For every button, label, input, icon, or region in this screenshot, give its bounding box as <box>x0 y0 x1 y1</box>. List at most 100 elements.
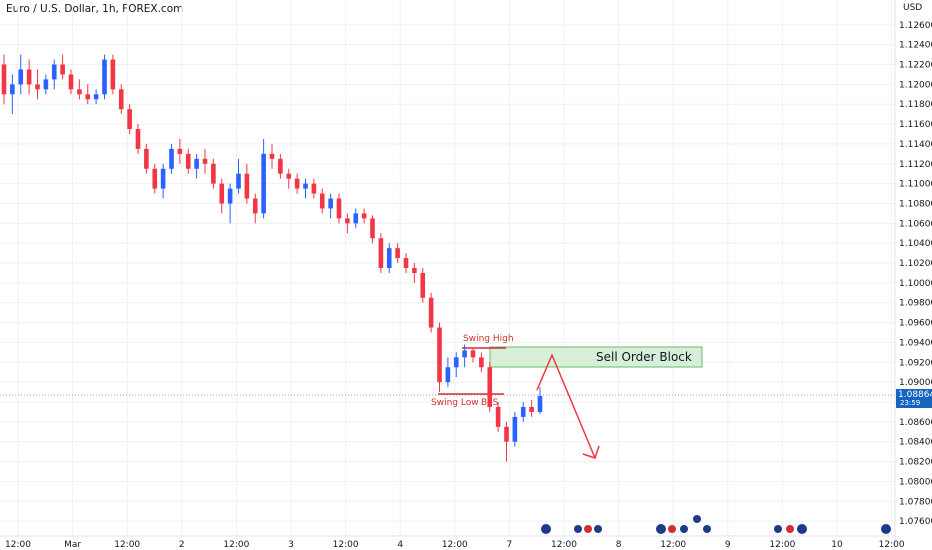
order-block-zone[interactable] <box>489 346 703 368</box>
candle[interactable] <box>445 357 451 388</box>
candle[interactable] <box>278 153 283 179</box>
candle[interactable] <box>127 104 132 134</box>
event-flag-icon[interactable] <box>541 524 551 534</box>
candle[interactable] <box>169 143 174 174</box>
candle-body <box>345 218 350 224</box>
candle[interactable] <box>470 347 476 363</box>
candle[interactable] <box>504 421 509 462</box>
event-flag-icon[interactable] <box>680 525 688 533</box>
candle[interactable] <box>428 292 434 333</box>
candle[interactable] <box>453 352 459 378</box>
candle[interactable] <box>353 208 359 229</box>
time-axis[interactable]: 12:00 Mar 12:00 2 12:00 3 12:00 4 12:00 7 12:00 8 12… <box>5 540 905 550</box>
candle[interactable] <box>152 163 158 194</box>
candle[interactable] <box>244 163 250 204</box>
candle-body <box>118 89 124 110</box>
candle[interactable] <box>85 84 91 105</box>
event-flag-icon[interactable] <box>786 525 794 533</box>
candle[interactable] <box>420 268 426 303</box>
candle[interactable] <box>370 215 375 244</box>
candle[interactable] <box>219 178 225 214</box>
candle[interactable] <box>26 59 32 95</box>
event-flag-icon[interactable] <box>693 515 701 523</box>
candle[interactable] <box>311 178 317 199</box>
candle[interactable] <box>403 253 409 273</box>
candle[interactable] <box>110 54 116 95</box>
candle[interactable] <box>294 173 300 194</box>
event-flag-icon[interactable] <box>703 525 711 533</box>
candle[interactable] <box>412 263 417 283</box>
swing-high-label: Swing High <box>463 334 514 344</box>
candle[interactable] <box>18 54 24 95</box>
y-tick-label: 1.10400 <box>899 239 932 249</box>
y-tick-label: 1.12200 <box>899 61 932 71</box>
candle[interactable] <box>537 387 543 414</box>
candle[interactable] <box>194 153 199 179</box>
candle[interactable] <box>361 208 367 224</box>
event-flag-icon[interactable] <box>656 524 666 534</box>
y-tick-label: 1.09200 <box>899 358 932 368</box>
price-axis[interactable]: 1.07600 1.07800 1.08000 1.08200 1.08400 1.086… <box>899 21 932 527</box>
candle[interactable] <box>252 193 258 224</box>
candle[interactable] <box>319 188 325 214</box>
candle[interactable] <box>35 69 40 100</box>
event-flag-icon[interactable] <box>668 525 676 533</box>
candle[interactable] <box>118 84 124 115</box>
candle[interactable] <box>261 138 266 219</box>
candle-body <box>428 297 434 328</box>
candle[interactable] <box>520 402 526 422</box>
candle[interactable] <box>495 402 501 432</box>
candle[interactable] <box>102 54 107 100</box>
candle[interactable] <box>211 158 216 189</box>
candle[interactable] <box>236 158 241 194</box>
candle[interactable] <box>345 213 350 234</box>
event-flag-icon[interactable] <box>574 525 582 533</box>
candle[interactable] <box>93 89 99 105</box>
candle[interactable] <box>135 124 141 154</box>
candle[interactable] <box>269 143 275 169</box>
event-flag-icon[interactable] <box>881 524 891 534</box>
x-tick-label: 12:00 <box>769 540 795 550</box>
candle[interactable] <box>395 243 400 264</box>
y-tick-label: 1.10000 <box>899 279 932 289</box>
candle[interactable] <box>227 183 233 224</box>
candle[interactable] <box>479 352 484 373</box>
candle[interactable] <box>144 143 149 174</box>
candle[interactable] <box>487 362 493 412</box>
candle[interactable] <box>43 74 49 95</box>
projection-arrow[interactable] <box>536 353 596 459</box>
event-flag-icon[interactable] <box>797 524 807 534</box>
candle[interactable] <box>529 400 534 417</box>
candle[interactable] <box>378 233 384 273</box>
candle[interactable] <box>68 69 74 95</box>
candle[interactable] <box>177 138 183 164</box>
candle[interactable] <box>303 178 308 199</box>
event-flag-icon[interactable] <box>774 525 782 533</box>
candle[interactable] <box>185 148 191 174</box>
candle[interactable] <box>286 168 292 189</box>
candle-body <box>378 238 384 268</box>
event-flag-icon[interactable] <box>584 525 592 533</box>
candle[interactable] <box>462 344 467 368</box>
candle[interactable] <box>60 54 65 80</box>
y-tick-label: 1.07600 <box>899 517 932 527</box>
candles <box>1 54 543 462</box>
candle[interactable] <box>328 193 333 219</box>
candle[interactable] <box>437 322 442 393</box>
candle[interactable] <box>336 193 342 224</box>
x-tick-label: 4 <box>397 540 403 550</box>
candle[interactable] <box>51 59 57 90</box>
candle-body <box>202 158 208 164</box>
candle-body <box>185 153 191 169</box>
candle-body <box>445 367 451 383</box>
candle[interactable] <box>77 79 82 100</box>
candle-body <box>60 64 65 75</box>
candle[interactable] <box>202 148 208 174</box>
candle[interactable] <box>10 74 15 115</box>
candle[interactable] <box>386 243 392 273</box>
candle[interactable] <box>512 411 518 447</box>
candle[interactable] <box>160 163 166 199</box>
event-flag-icon[interactable] <box>594 525 602 533</box>
candle[interactable] <box>1 54 7 105</box>
